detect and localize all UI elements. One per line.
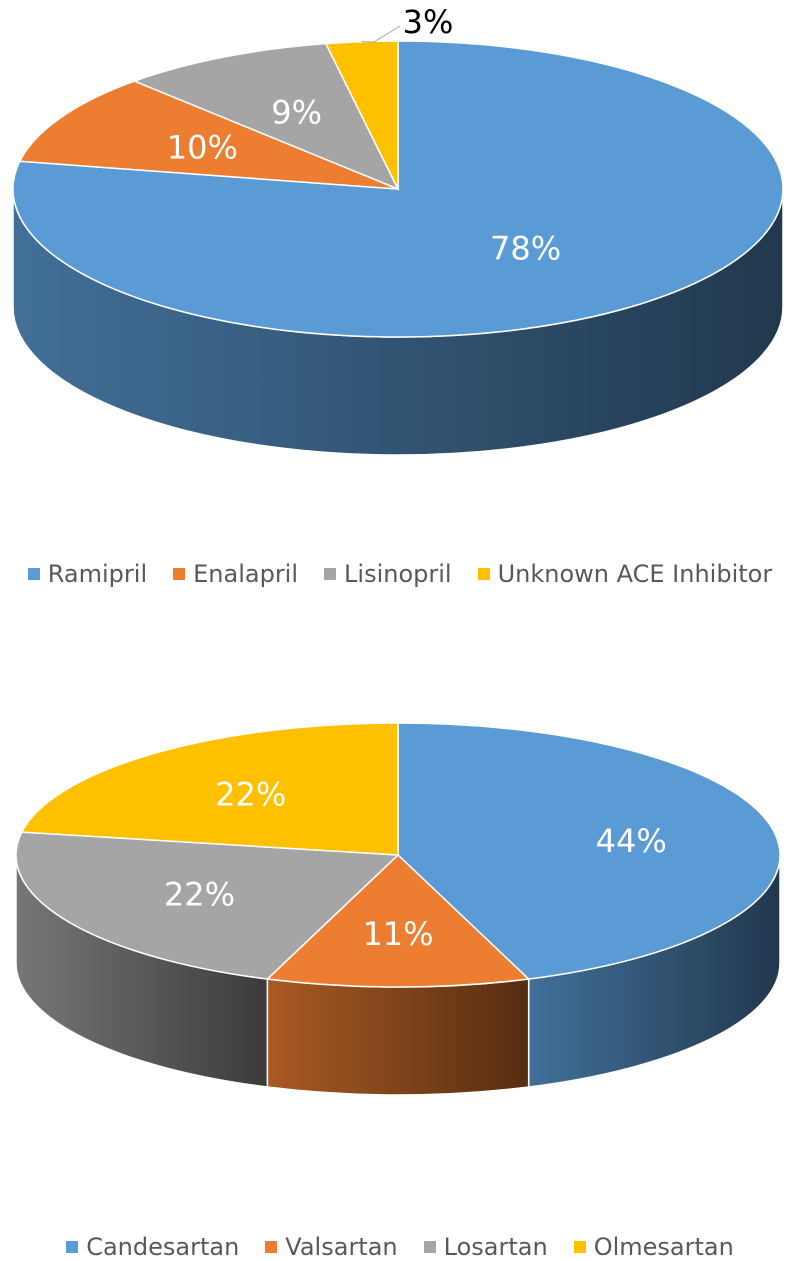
arb-slices (15, 722, 781, 988)
arb-side-valsartan (266, 978, 530, 1096)
arb-pie-chart: 44% 11% 22% 22% Candesartan Valsartan Losarta… (0, 630, 800, 1261)
arb-legend-swatch-valsartan (265, 1241, 278, 1253)
arb-legend-item-losartan: Losartan (423, 1233, 548, 1261)
ace-slices (12, 40, 784, 338)
ace-data-label-enalapril: 10% (167, 129, 238, 167)
ace-data-label-lisinopril: 9% (271, 94, 322, 132)
arb-side-walls (15, 854, 781, 1096)
arb-data-label-olmesartan: 22% (215, 775, 286, 813)
ace-legend-item-lisinopril: Lisinopril (324, 560, 452, 588)
ace-legend-item-enalapril: Enalapril (173, 560, 298, 588)
ace-legend-label: Lisinopril (344, 560, 452, 588)
arb-slice-candesartan (397, 722, 781, 980)
ace-legend-item-unknown-ace-inhibitor: Unknown ACE Inhibitor (477, 560, 773, 588)
arb-data-labels: 44% 11% 22% 22% (164, 775, 667, 953)
ace-data-labels: 78% 10% 9% 3% (167, 3, 561, 267)
ace-inhibitor-pie-chart: 78% 10% 9% 3% Ramipril Enalapril Lisinopril Un… (0, 0, 800, 630)
ace-data-label-unknown-ace-inhibitor: 3% (403, 3, 454, 41)
ace-legend-swatch-unknown-ace-inhibitor (477, 568, 490, 580)
ace-inhibitor-legend: Ramipril Enalapril Lisinopril Unknown ACE I… (0, 560, 800, 588)
arb-slice-valsartan (265, 853, 531, 988)
arb-data-label-valsartan: 11% (362, 915, 433, 953)
arb-legend-swatch-losartan (423, 1241, 436, 1253)
ace-legend-label: Enalapril (193, 560, 299, 588)
ace-slice-lisinopril (132, 42, 400, 191)
arb-legend: Candesartan Valsartan Losartan Olmesartan (0, 1233, 800, 1261)
arb-data-label-losartan: 22% (164, 876, 235, 914)
arb-legend-label: Losartan (443, 1233, 548, 1261)
arb-legend-item-olmesartan: Olmesartan (573, 1233, 734, 1261)
ace-legend-swatch-enalapril (173, 568, 186, 580)
ace-inhibitor-pie-svg: 78% 10% 9% 3% (12, 3, 784, 456)
ace-legend-swatch-lisinopril (324, 568, 337, 580)
ace-legend-label: Unknown ACE Inhibitor (497, 560, 773, 588)
ace-legend-swatch-ramipril (27, 568, 40, 580)
arb-slice-olmesartan (20, 722, 399, 856)
arb-slice-losartan (15, 831, 400, 980)
arb-legend-swatch-candesartan (66, 1241, 79, 1253)
arb-legend-label: Valsartan (285, 1233, 398, 1261)
arb-legend-item-candesartan: Candesartan (66, 1233, 239, 1261)
ace-leader-line-unknown-ace-inhibitor (361, 25, 401, 43)
arb-data-label-candesartan: 44% (596, 822, 667, 860)
arb-legend-label: Olmesartan (593, 1233, 734, 1261)
ace-legend-item-ramipril: Ramipril (27, 560, 148, 588)
arb-legend-item-valsartan: Valsartan (265, 1233, 398, 1261)
arb-legend-label: Candesartan (86, 1233, 240, 1261)
arb-pie-svg: 44% 11% 22% 22% (15, 722, 781, 1096)
ace-slice-enalapril (18, 80, 399, 190)
ace-legend-label: Ramipril (47, 560, 148, 588)
arb-legend-swatch-olmesartan (573, 1241, 586, 1253)
ace-data-label-ramipril: 78% (490, 229, 561, 267)
